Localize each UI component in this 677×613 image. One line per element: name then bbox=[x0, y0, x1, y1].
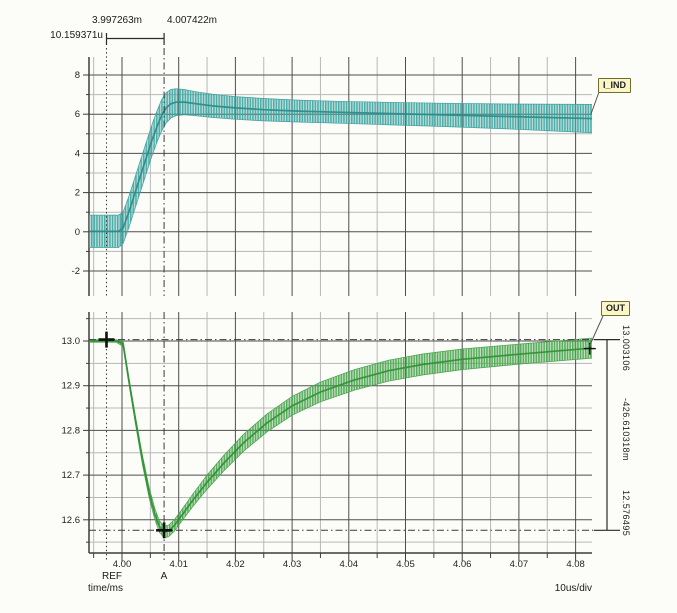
trace-tag-i-ind[interactable]: I_IND bbox=[598, 78, 632, 93]
x-scale-label: 10us/div bbox=[554, 583, 592, 594]
x-tick-label: 4.05 bbox=[396, 559, 415, 570]
delta-bracket-right bbox=[594, 339, 620, 531]
trace-band-i_ind bbox=[89, 88, 592, 248]
y-tick-label: 13.0 bbox=[62, 336, 81, 347]
x-tick-label: 4.01 bbox=[169, 559, 188, 570]
out-delta-value-readout: -426.610318m bbox=[621, 398, 631, 461]
crosshair-marker[interactable] bbox=[98, 331, 115, 348]
x-axis-label: time/ms bbox=[88, 583, 123, 594]
x-tick-label: 4.07 bbox=[510, 559, 529, 570]
x-tick-label: 4.08 bbox=[566, 559, 585, 570]
ref-cursor-label[interactable]: REF bbox=[102, 571, 122, 582]
delta-time-readout: 10.159371u bbox=[50, 30, 103, 41]
crosshair-marker[interactable] bbox=[156, 522, 173, 539]
x-tick-label: 4.00 bbox=[113, 559, 132, 570]
y-tick-label: 12.7 bbox=[62, 470, 81, 481]
y-tick-label: 12.6 bbox=[62, 515, 81, 526]
x-tick-label: 4.06 bbox=[453, 559, 472, 570]
trace-band-out bbox=[89, 337, 592, 539]
y-tick-label: 2 bbox=[75, 188, 80, 199]
y-axis: 13.0 12.9 12.8 12.7 12.6 bbox=[62, 312, 90, 553]
i-ind-callout-line bbox=[590, 91, 600, 115]
y-tick-label: 12.8 bbox=[62, 425, 81, 436]
y-tick-label: 4 bbox=[75, 148, 80, 159]
out-callout-line bbox=[588, 315, 604, 348]
y-tick-label: 6 bbox=[75, 109, 80, 120]
out-bottom-value-readout: 12.576495 bbox=[621, 490, 631, 537]
a-cursor-label[interactable]: A bbox=[160, 571, 168, 582]
ref-cursor-time-readout: 3.997263m bbox=[91, 15, 143, 26]
y-tick-label: 8 bbox=[75, 70, 80, 81]
y-tick-label: 0 bbox=[75, 227, 80, 238]
delta-bracket-top bbox=[105, 33, 165, 45]
x-tick-label: 4.04 bbox=[340, 559, 359, 570]
y-tick-label: -2 bbox=[72, 266, 80, 277]
a-cursor-time-readout: 4.007422m bbox=[166, 15, 218, 26]
out-top-value-readout: 13.003106 bbox=[621, 325, 631, 372]
grid bbox=[89, 312, 592, 553]
x-tick-label: 4.02 bbox=[226, 559, 245, 570]
x-tick-label: 4.03 bbox=[283, 559, 302, 570]
x-axis: 4.00 4.01 4.02 4.03 4.04 4.05 4.06 4.07 4.08 bbox=[89, 552, 592, 570]
y-axis: 8 6 4 2 0 -2 bbox=[72, 57, 90, 296]
y-tick-label: 12.9 bbox=[62, 381, 81, 392]
trace-tag-out[interactable]: OUT bbox=[601, 301, 630, 316]
